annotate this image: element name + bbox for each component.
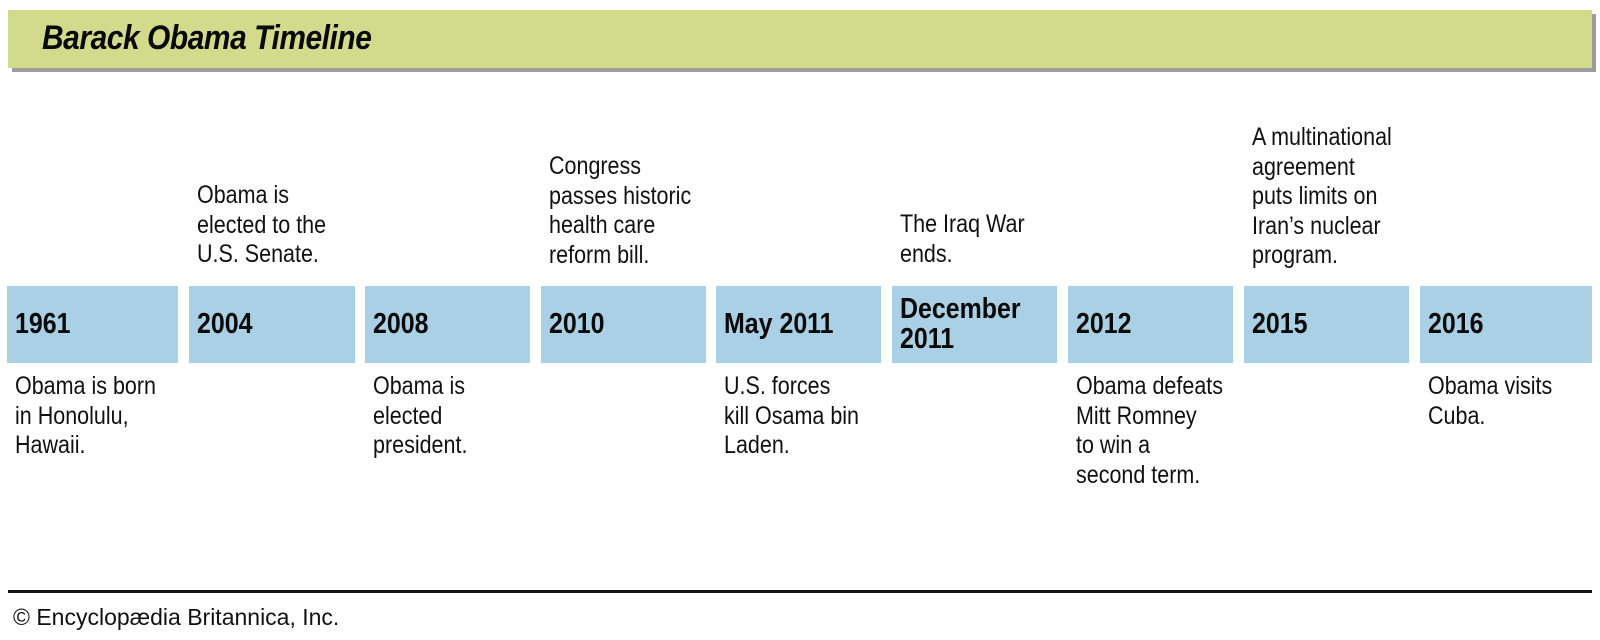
date-box: 2008 <box>365 286 530 363</box>
event-text: Obama visits Cuba. <box>1428 372 1553 430</box>
date-box: 2010 <box>541 286 706 363</box>
timeline-entry-1961: 1961 Obama is born in Honolulu, Hawaii. <box>7 0 178 560</box>
title-banner: Barack Obama Timeline <box>8 10 1592 68</box>
date-box: 2015 <box>1244 286 1409 363</box>
date-label: 2012 <box>1076 308 1132 340</box>
event-text: A multinational agreement puts limits on… <box>1252 123 1392 269</box>
date-label: 1961 <box>15 308 71 340</box>
date-box: December 2011 <box>892 286 1057 363</box>
date-label: 2008 <box>373 308 429 340</box>
event-text: Obama is elected to the U.S. Senate. <box>197 181 327 268</box>
event-text: Congress passes historic health care ref… <box>549 152 692 269</box>
date-box: 2004 <box>189 286 355 363</box>
timeline-entry-2016: 2016 Obama visits Cuba. <box>1420 0 1592 560</box>
page-title: Barack Obama Timeline <box>42 19 372 57</box>
timeline-entry-december-2011: December 2011 The Iraq War ends. <box>892 0 1057 560</box>
date-box: 1961 <box>7 286 178 363</box>
date-box: 2016 <box>1420 286 1592 363</box>
event-text: Obama defeats Mitt Romney to win a secon… <box>1076 372 1224 489</box>
event-text: The Iraq War ends. <box>900 210 1025 268</box>
date-label: 2010 <box>549 308 605 340</box>
event-text: Obama is elected president. <box>373 372 468 459</box>
date-label: December 2011 <box>900 293 1021 355</box>
event-text: U.S. forces kill Osama bin Laden. <box>724 372 860 459</box>
timeline-entry-2015: 2015 A multinational agreement puts limi… <box>1244 0 1409 560</box>
date-box: May 2011 <box>716 286 881 363</box>
timeline-entry-2008: 2008 Obama is elected president. <box>365 0 530 560</box>
event-text: Obama is born in Honolulu, Hawaii. <box>15 372 157 459</box>
timeline-entry-2004: 2004 Obama is elected to the U.S. Senate… <box>189 0 355 560</box>
date-label: 2016 <box>1428 308 1484 340</box>
date-label: 2004 <box>197 308 253 340</box>
copyright-credit: © Encyclopædia Britannica, Inc. <box>13 604 340 630</box>
timeline-entry-2010: 2010 Congress passes historic health car… <box>541 0 706 560</box>
date-label: May 2011 <box>724 308 834 340</box>
date-label: 2015 <box>1252 308 1308 340</box>
footer-divider <box>8 590 1592 593</box>
date-box: 2012 <box>1068 286 1233 363</box>
timeline-entry-may-2011: May 2011 U.S. forces kill Osama bin Lade… <box>716 0 881 560</box>
timeline-entry-2012: 2012 Obama defeats Mitt Romney to win a … <box>1068 0 1233 560</box>
